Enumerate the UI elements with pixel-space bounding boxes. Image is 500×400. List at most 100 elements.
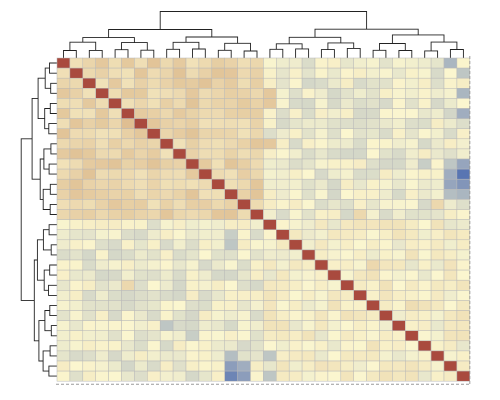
heatmap-cell	[250, 310, 264, 321]
heatmap-cell	[327, 279, 342, 291]
heatmap-cell	[314, 259, 329, 271]
heatmap-cell	[353, 118, 367, 129]
row-dendrogram-branch	[49, 264, 57, 276]
heatmap-cell	[263, 189, 277, 200]
heatmap-cell	[69, 229, 84, 241]
heatmap-cell	[327, 138, 342, 150]
heatmap-cell	[147, 320, 161, 331]
heatmap-cell	[108, 330, 122, 342]
heatmap-cell	[211, 330, 225, 342]
heatmap-cell	[198, 189, 213, 200]
heatmap-cell	[198, 199, 213, 210]
heatmap-cell	[456, 300, 471, 311]
heatmap-cell	[69, 249, 84, 261]
heatmap-cell	[134, 290, 148, 301]
heatmap-cell	[405, 189, 419, 200]
heatmap-cell	[263, 158, 277, 170]
heatmap-cell	[456, 168, 471, 180]
heatmap-cell	[263, 118, 277, 129]
heatmap-cell	[198, 330, 213, 342]
heatmap-cell	[224, 239, 238, 251]
heatmap-cell	[147, 158, 161, 170]
heatmap-cell	[69, 290, 84, 301]
heatmap-cell	[250, 88, 264, 99]
column-dendrogram-branch	[166, 48, 181, 58]
heatmap-cell	[121, 269, 135, 281]
heatmap-cell	[392, 108, 406, 119]
heatmap-cell	[69, 239, 84, 251]
heatmap-cell	[121, 259, 135, 271]
heatmap-cell	[314, 269, 329, 281]
column-dendrogram-branch	[295, 48, 310, 58]
heatmap-cell	[314, 138, 329, 150]
row-dendrogram-branch	[49, 183, 57, 195]
heatmap-cell	[82, 310, 96, 321]
heatmap-cell	[147, 259, 161, 271]
heatmap-cell	[147, 219, 161, 230]
heatmap-cell	[224, 57, 238, 69]
row-dendrogram-branch	[49, 102, 57, 114]
heatmap-cell	[314, 199, 329, 210]
heatmap-cell	[250, 148, 264, 160]
heatmap-cell	[353, 279, 367, 291]
heatmap-cell	[314, 330, 329, 342]
heatmap-cell	[147, 229, 161, 241]
heatmap-cell	[327, 300, 342, 311]
heatmap-cell	[69, 118, 84, 129]
heatmap-cell	[108, 158, 122, 170]
heatmap-cell	[121, 310, 135, 321]
heatmap-cell	[263, 290, 277, 301]
row-dendrogram-branch	[49, 62, 57, 74]
heatmap-cell	[366, 199, 380, 210]
heatmap-cell	[443, 370, 458, 382]
heatmap-cell	[314, 229, 329, 241]
heatmap-cell	[108, 118, 122, 129]
heatmap-cell	[198, 300, 213, 311]
heatmap-cell	[211, 259, 225, 271]
heatmap-cell	[224, 199, 238, 210]
heatmap-cell	[366, 340, 380, 352]
heatmap-cell	[366, 88, 380, 99]
heatmap-cell	[456, 249, 471, 261]
heatmap-cell	[82, 219, 96, 230]
heatmap-cell	[237, 168, 251, 180]
heatmap-cell	[56, 360, 71, 372]
heatmap-cell	[276, 219, 290, 230]
heatmap-cell	[392, 57, 406, 69]
heatmap-cell	[288, 108, 303, 119]
heatmap-cell	[314, 168, 329, 180]
heatmap-cell	[340, 229, 354, 241]
heatmap-cell	[263, 350, 277, 362]
heatmap-cell	[276, 158, 290, 170]
heatmap-cell	[95, 178, 109, 190]
heatmap-cell	[263, 219, 277, 230]
heatmap-cell	[172, 199, 187, 210]
heatmap-cell	[172, 269, 187, 281]
heatmap-cell	[456, 320, 471, 331]
heatmap-cell	[405, 320, 419, 331]
heatmap-cell	[159, 199, 174, 210]
heatmap-cell	[443, 279, 458, 291]
heatmap-cell	[198, 138, 213, 150]
heatmap-cell	[340, 57, 354, 69]
heatmap-cell	[417, 118, 432, 129]
heatmap-cell	[159, 229, 174, 241]
heatmap-cell	[172, 128, 187, 140]
heatmap-cell	[159, 290, 174, 301]
heatmap-cell	[250, 360, 264, 372]
heatmap-cell	[405, 67, 419, 79]
heatmap-cell	[301, 340, 316, 352]
heatmap-cell	[224, 148, 238, 160]
heatmap-cell	[301, 350, 316, 362]
heatmap-cell	[108, 340, 122, 352]
heatmap-cell	[172, 350, 187, 362]
heatmap-cell	[211, 158, 225, 170]
heatmap-cell	[69, 108, 84, 119]
heatmap-cell	[379, 350, 393, 362]
heatmap-cell	[159, 239, 174, 251]
heatmap-cell	[250, 350, 264, 362]
heatmap-cell	[405, 310, 419, 321]
heatmap-cell	[147, 279, 161, 291]
heatmap-cell	[366, 259, 380, 271]
heatmap-cell	[340, 370, 354, 382]
